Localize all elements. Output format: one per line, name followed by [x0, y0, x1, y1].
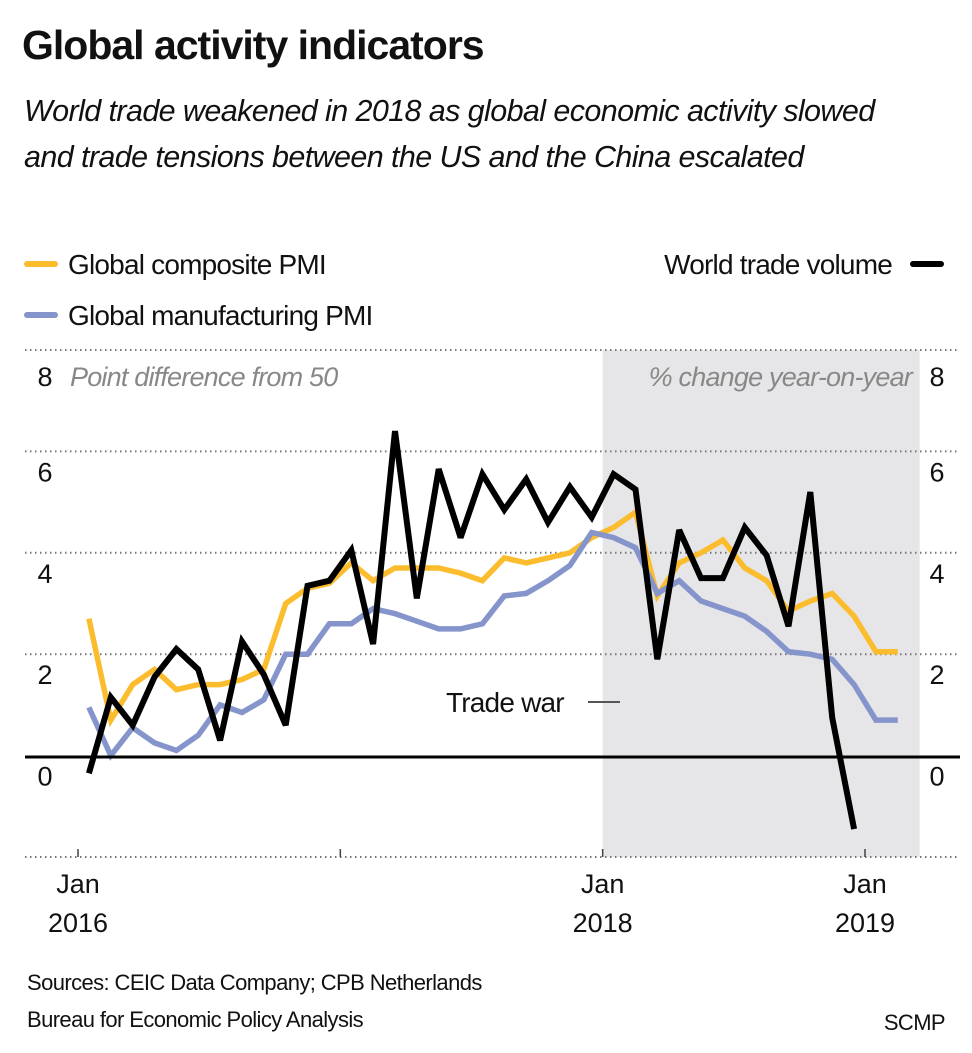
y-tick-label-right: 8 — [929, 362, 944, 392]
x-tick-label-month: Jan — [56, 869, 100, 899]
y-tick-label-left: 8 — [37, 362, 52, 392]
series-line-global-composite-pmi — [86, 507, 898, 728]
y-tick-label-right: 2 — [929, 660, 944, 690]
x-tick-label-year: 2016 — [48, 908, 108, 938]
chart-subtitle: World trade weakened in 2018 as global e… — [24, 94, 875, 174]
series-lines — [86, 430, 898, 830]
legend-label-composite: Global composite PMI — [68, 249, 326, 280]
chart-title: Global activity indicators — [22, 22, 485, 68]
y-tick-label-left: 2 — [37, 660, 52, 690]
y-tick-label-left: 0 — [37, 762, 52, 792]
x-tick-labels: Jan 2016 Jan 2018 Jan 2019 — [48, 869, 895, 938]
series-line-global-manufacturing-pmi — [86, 529, 898, 761]
y-tick-label-right: 0 — [929, 762, 944, 792]
x-tick-label-month: Jan — [843, 869, 887, 899]
y-tick-label-left: 4 — [37, 559, 52, 589]
y-tick-labels: 0 0 2 2 4 4 6 6 8 8 — [37, 362, 944, 792]
x-tick-label-month: Jan — [581, 869, 625, 899]
shaded-region — [602, 350, 920, 857]
annotation-trade-war: Trade war — [446, 687, 564, 718]
legend-label-trade: World trade volume — [664, 249, 892, 280]
y-tick-label-left: 6 — [37, 457, 52, 487]
x-tick-label-year: 2018 — [573, 908, 633, 938]
y-tick-label-right: 4 — [929, 559, 944, 589]
legend-label-manufacturing: Global manufacturing PMI — [68, 300, 373, 331]
x-ticks — [77, 849, 866, 857]
sources-line-2: Bureau for Economic Policy Analysis — [27, 1007, 364, 1032]
series-line-world-trade-volume — [86, 430, 858, 830]
credit: SCMP — [884, 1010, 945, 1035]
y-tick-label-right: 6 — [929, 457, 944, 487]
sources-line-1: Sources: CEIC Data Company; CPB Netherla… — [27, 970, 482, 995]
right-axis-label: % change year-on-year — [649, 362, 914, 392]
left-axis-label: Point difference from 50 — [70, 362, 338, 392]
x-tick-label-year: 2019 — [835, 908, 895, 938]
